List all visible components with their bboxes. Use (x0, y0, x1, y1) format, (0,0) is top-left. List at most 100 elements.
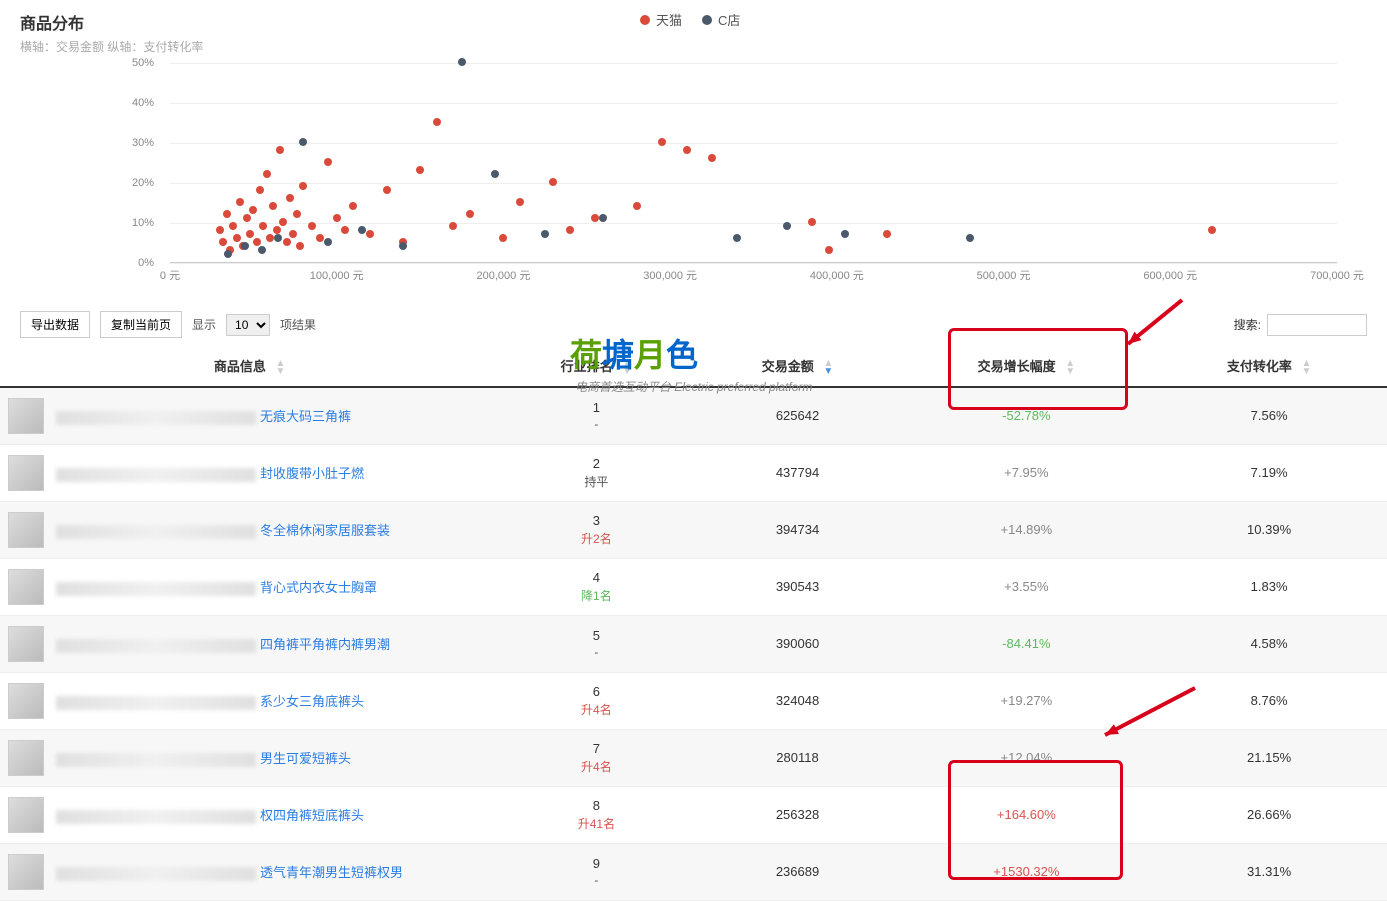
scatter-point[interactable] (516, 198, 524, 206)
scatter-point[interactable] (366, 230, 374, 238)
scatter-point[interactable] (223, 210, 231, 218)
scatter-point[interactable] (289, 230, 297, 238)
scatter-chart[interactable]: 0%10%20%30%40%50% 0 元100,000 元200,000 元3… (130, 63, 1337, 283)
scatter-point[interactable] (341, 226, 349, 234)
scatter-point[interactable] (283, 238, 291, 246)
scatter-point[interactable] (458, 58, 466, 66)
product-thumbnail[interactable] (8, 854, 44, 890)
product-name-link[interactable]: 四角裤平角裤内裤男潮 (260, 637, 390, 652)
table-row[interactable]: 男生可爱短裤头7升4名280118+12.04%21.15% (0, 729, 1387, 786)
scatter-point[interactable] (324, 158, 332, 166)
scatter-point[interactable] (1208, 226, 1216, 234)
scatter-point[interactable] (263, 170, 271, 178)
scatter-point[interactable] (258, 246, 266, 254)
scatter-point[interactable] (236, 198, 244, 206)
scatter-point[interactable] (733, 234, 741, 242)
scatter-point[interactable] (293, 210, 301, 218)
col-amount[interactable]: 交易金额 ▲▼ (693, 346, 901, 387)
scatter-point[interactable] (433, 118, 441, 126)
scatter-point[interactable] (233, 234, 241, 242)
product-thumbnail[interactable] (8, 512, 44, 548)
scatter-point[interactable] (599, 214, 607, 222)
scatter-point[interactable] (841, 230, 849, 238)
scatter-point[interactable] (266, 234, 274, 242)
scatter-point[interactable] (499, 234, 507, 242)
scatter-point[interactable] (883, 230, 891, 238)
scatter-point[interactable] (399, 242, 407, 250)
scatter-point[interactable] (541, 230, 549, 238)
product-thumbnail[interactable] (8, 569, 44, 605)
scatter-point[interactable] (253, 238, 261, 246)
scatter-point[interactable] (449, 222, 457, 230)
product-thumbnail[interactable] (8, 398, 44, 434)
product-thumbnail[interactable] (8, 797, 44, 833)
col-rank[interactable]: 行业排名 ▲▼ (499, 346, 693, 387)
table-row[interactable]: 封收腹带小肚子燃2持平437794+7.95%7.19% (0, 444, 1387, 501)
scatter-point[interactable] (491, 170, 499, 178)
scatter-point[interactable] (296, 242, 304, 250)
product-thumbnail[interactable] (8, 626, 44, 662)
scatter-point[interactable] (349, 202, 357, 210)
product-name-link[interactable]: 透气青年潮男生短裤权男 (260, 865, 403, 880)
scatter-point[interactable] (566, 226, 574, 234)
scatter-point[interactable] (358, 226, 366, 234)
scatter-point[interactable] (224, 250, 232, 258)
product-name-link[interactable]: 无痕大码三角裤 (260, 409, 351, 424)
scatter-point[interactable] (246, 230, 254, 238)
scatter-point[interactable] (299, 138, 307, 146)
product-thumbnail[interactable] (8, 740, 44, 776)
scatter-point[interactable] (249, 206, 257, 214)
scatter-point[interactable] (229, 222, 237, 230)
scatter-point[interactable] (243, 214, 251, 222)
scatter-point[interactable] (549, 178, 557, 186)
scatter-point[interactable] (416, 166, 424, 174)
scatter-point[interactable] (273, 226, 281, 234)
scatter-point[interactable] (274, 234, 282, 242)
scatter-point[interactable] (591, 214, 599, 222)
copy-page-button[interactable]: 复制当前页 (100, 311, 182, 338)
table-row[interactable]: 权四角裤短底裤头8升41名256328+164.60%26.66% (0, 786, 1387, 843)
scatter-point[interactable] (966, 234, 974, 242)
scatter-point[interactable] (808, 218, 816, 226)
page-size-select[interactable]: 10 (226, 314, 270, 336)
table-row[interactable]: 无痕大码三角裤1-625642-52.78%7.56% (0, 387, 1387, 445)
scatter-point[interactable] (333, 214, 341, 222)
product-thumbnail[interactable] (8, 455, 44, 491)
table-row[interactable]: 系少女三角底裤头6升4名324048+19.27%8.76% (0, 672, 1387, 729)
table-row[interactable]: 透气青年潮男生短裤权男9-236689+1530.32%31.31% (0, 843, 1387, 900)
scatter-point[interactable] (276, 146, 284, 154)
scatter-point[interactable] (286, 194, 294, 202)
scatter-point[interactable] (708, 154, 716, 162)
scatter-point[interactable] (279, 218, 287, 226)
scatter-point[interactable] (216, 226, 224, 234)
scatter-point[interactable] (308, 222, 316, 230)
scatter-point[interactable] (259, 222, 267, 230)
table-row[interactable]: 四角裤平角裤内裤男潮5-390060-84.41%4.58% (0, 615, 1387, 672)
product-name-link[interactable]: 男生可爱短裤头 (260, 751, 351, 766)
col-product[interactable]: 商品信息 ▲▼ (0, 346, 499, 387)
scatter-point[interactable] (324, 238, 332, 246)
product-name-link[interactable]: 封收腹带小肚子燃 (260, 466, 364, 481)
product-name-link[interactable]: 冬全棉休闲家居服套装 (260, 523, 390, 538)
scatter-point[interactable] (825, 246, 833, 254)
scatter-point[interactable] (783, 222, 791, 230)
scatter-point[interactable] (383, 186, 391, 194)
scatter-point[interactable] (683, 146, 691, 154)
scatter-point[interactable] (241, 242, 249, 250)
scatter-point[interactable] (299, 182, 307, 190)
search-input[interactable] (1267, 314, 1367, 336)
table-row[interactable]: 背心式内衣女士胸罩4降1名390543+3.55%1.83% (0, 558, 1387, 615)
scatter-point[interactable] (633, 202, 641, 210)
col-growth[interactable]: 交易增长幅度 ▲▼ (902, 346, 1152, 387)
scatter-point[interactable] (256, 186, 264, 194)
scatter-point[interactable] (219, 238, 227, 246)
product-name-link[interactable]: 权四角裤短底裤头 (260, 808, 364, 823)
export-button[interactable]: 导出数据 (20, 311, 90, 338)
scatter-point[interactable] (466, 210, 474, 218)
product-name-link[interactable]: 背心式内衣女士胸罩 (260, 580, 377, 595)
scatter-point[interactable] (658, 138, 666, 146)
col-conversion[interactable]: 支付转化率 ▲▼ (1151, 346, 1387, 387)
scatter-point[interactable] (269, 202, 277, 210)
scatter-point[interactable] (316, 234, 324, 242)
table-row[interactable]: 冬全棉休闲家居服套装3升2名394734+14.89%10.39% (0, 501, 1387, 558)
